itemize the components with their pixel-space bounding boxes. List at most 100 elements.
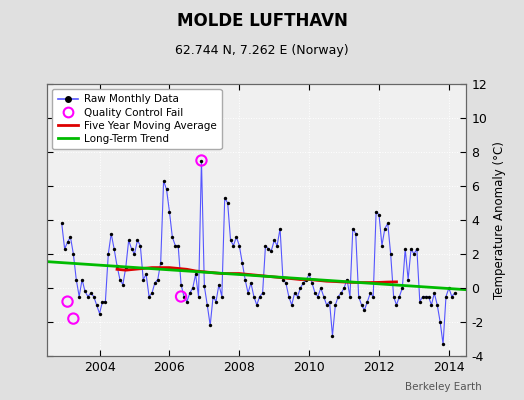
Point bbox=[404, 276, 412, 283]
Point bbox=[84, 293, 92, 300]
Text: MOLDE LUFTHAVN: MOLDE LUFTHAVN bbox=[177, 12, 347, 30]
Point bbox=[165, 208, 173, 215]
Point bbox=[430, 290, 439, 296]
Point bbox=[325, 298, 334, 305]
Point bbox=[296, 285, 304, 291]
Point bbox=[215, 282, 223, 288]
Point bbox=[419, 293, 427, 300]
Point bbox=[92, 302, 101, 308]
Point bbox=[421, 293, 430, 300]
Point bbox=[145, 293, 153, 300]
Point bbox=[395, 293, 403, 300]
Point bbox=[133, 237, 141, 244]
Point bbox=[398, 285, 407, 291]
Point bbox=[63, 298, 72, 305]
Point bbox=[171, 242, 179, 249]
Point bbox=[197, 157, 205, 164]
Point bbox=[221, 195, 229, 201]
Point bbox=[442, 293, 450, 300]
Point bbox=[276, 225, 284, 232]
Point bbox=[69, 251, 78, 257]
Point bbox=[130, 251, 139, 257]
Point bbox=[311, 290, 319, 296]
Point bbox=[273, 242, 281, 249]
Point bbox=[107, 230, 115, 237]
Point bbox=[433, 302, 441, 308]
Legend: Raw Monthly Data, Quality Control Fail, Five Year Moving Average, Long-Term Tren: Raw Monthly Data, Quality Control Fail, … bbox=[52, 89, 222, 149]
Point bbox=[427, 302, 435, 308]
Point bbox=[194, 293, 203, 300]
Point bbox=[212, 298, 220, 305]
Point bbox=[413, 246, 421, 252]
Point bbox=[142, 271, 150, 278]
Point bbox=[293, 293, 302, 300]
Point bbox=[238, 259, 246, 266]
Point bbox=[157, 259, 165, 266]
Point bbox=[113, 263, 121, 269]
Point bbox=[69, 315, 78, 322]
Point bbox=[387, 251, 395, 257]
Point bbox=[322, 302, 331, 308]
Point bbox=[447, 293, 456, 300]
Point bbox=[285, 293, 293, 300]
Point bbox=[416, 298, 424, 305]
Point bbox=[177, 293, 185, 300]
Point bbox=[375, 212, 383, 218]
Y-axis label: Temperature Anomaly (°C): Temperature Anomaly (°C) bbox=[493, 141, 506, 299]
Point bbox=[316, 285, 325, 291]
Point bbox=[241, 276, 249, 283]
Point bbox=[180, 293, 188, 300]
Point bbox=[104, 251, 113, 257]
Point bbox=[217, 293, 226, 300]
Point bbox=[451, 290, 459, 296]
Point bbox=[95, 310, 104, 317]
Point bbox=[226, 237, 235, 244]
Point bbox=[340, 285, 348, 291]
Point bbox=[125, 237, 133, 244]
Point bbox=[424, 293, 433, 300]
Point bbox=[159, 178, 168, 184]
Point bbox=[256, 293, 264, 300]
Point bbox=[200, 283, 209, 290]
Point bbox=[346, 293, 354, 300]
Point bbox=[407, 246, 415, 252]
Point bbox=[110, 246, 118, 252]
Point bbox=[162, 186, 171, 193]
Point bbox=[279, 276, 287, 283]
Point bbox=[305, 271, 313, 278]
Point bbox=[261, 242, 270, 249]
Point bbox=[389, 293, 398, 300]
Point bbox=[78, 276, 86, 283]
Point bbox=[185, 290, 194, 296]
Point bbox=[189, 285, 197, 291]
Point bbox=[127, 246, 136, 252]
Point bbox=[378, 242, 386, 249]
Point bbox=[320, 293, 328, 300]
Text: Berkeley Earth: Berkeley Earth bbox=[406, 382, 482, 392]
Point bbox=[230, 242, 238, 249]
Point bbox=[384, 220, 392, 226]
Point bbox=[244, 290, 252, 296]
Point bbox=[302, 276, 310, 283]
Point bbox=[81, 288, 89, 294]
Point bbox=[439, 341, 447, 347]
Point bbox=[118, 282, 127, 288]
Point bbox=[290, 290, 299, 296]
Point bbox=[401, 246, 409, 252]
Point bbox=[343, 276, 351, 283]
Point bbox=[357, 302, 366, 308]
Point bbox=[445, 285, 453, 291]
Point bbox=[90, 293, 98, 300]
Point bbox=[136, 242, 145, 249]
Point bbox=[270, 237, 278, 244]
Point bbox=[206, 322, 214, 329]
Point bbox=[372, 208, 380, 215]
Point bbox=[75, 293, 83, 300]
Point bbox=[348, 225, 357, 232]
Point bbox=[264, 246, 272, 252]
Point bbox=[337, 290, 345, 296]
Text: 62.744 N, 7.262 E (Norway): 62.744 N, 7.262 E (Norway) bbox=[175, 44, 349, 57]
Point bbox=[354, 293, 363, 300]
Point bbox=[282, 280, 290, 286]
Point bbox=[223, 200, 232, 206]
